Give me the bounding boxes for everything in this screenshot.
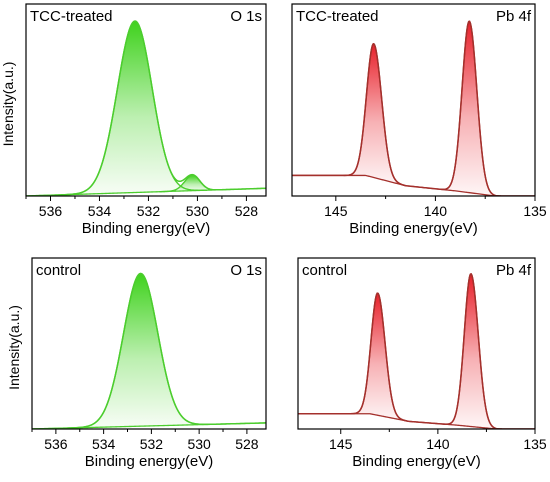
x-axis-label: Binding energy(eV) [349,220,477,237]
x-tick-label: 135 [523,203,547,219]
panel-o1s-control: 536 534 532 530 528 Binding energy(eV) Intensi… [6,257,267,470]
y-axis-label: Intensity(a.u.) [6,305,22,390]
x-tick-label: 135 [523,436,547,452]
x-tick-label: 528 [235,203,259,219]
core-level-label: Pb 4f [496,8,532,25]
x-tick-label: 536 [39,203,63,219]
x-tick-label: 532 [140,436,164,452]
x-tick-label: 140 [424,203,448,219]
x-tick-label: 534 [88,203,112,219]
core-level-label: O 1s [230,262,262,279]
panel-o1s-treated: 536 534 532 530 528 Binding energy(eV) Intensi… [0,3,267,237]
peak-fill-2 [443,273,502,429]
y-axis-label: Intensity(a.u.) [0,62,16,147]
plot-frame [297,257,536,430]
plot-area [292,20,535,196]
peak-fill-2 [439,21,502,196]
x-tick-label: 534 [92,436,116,452]
x-axis-label: Binding energy(eV) [85,453,213,470]
x-tick-label: 140 [426,436,450,452]
x-tick-label: 528 [235,436,259,452]
x-tick-label: 536 [44,436,68,452]
sample-label: TCC-treated [296,8,379,25]
peak-fill-1 [68,273,213,429]
panel-pb4f-control: 145 140 135 Binding energy(eV) control Pb 4f [297,257,547,470]
envelope-line [298,272,535,429]
x-tick-label: 532 [137,203,161,219]
x-tick-label: 530 [186,203,210,219]
plot-area [298,272,535,429]
plot-frame [31,257,267,430]
peak-fill-2 [159,175,224,192]
core-level-label: Pb 4f [496,262,532,279]
x-tick-label: 145 [324,203,348,219]
envelope-line [32,272,266,429]
peak-fill-1 [343,43,408,186]
core-level-label: O 1s [230,8,262,25]
x-axis-label: Binding energy(eV) [352,453,480,470]
sample-label: TCC-treated [30,8,113,25]
peak-fill-1 [349,293,409,422]
sample-label: control [302,262,347,279]
peak-fill-1 [60,21,207,195]
x-tick-label: 145 [329,436,353,452]
envelope-line [26,20,266,196]
x-axis-label: Binding energy(eV) [82,220,210,237]
panel-pb4f-treated: 145 140 135 Binding energy(eV) TCC-treated Pb… [291,3,547,237]
envelope-line [292,20,535,196]
sample-label: control [36,262,81,279]
background-line [292,174,535,196]
plot-frame [25,3,267,197]
plot-area [32,272,266,429]
plot-area [26,20,266,196]
plot-frame [291,3,536,197]
x-tick-label: 530 [187,436,211,452]
